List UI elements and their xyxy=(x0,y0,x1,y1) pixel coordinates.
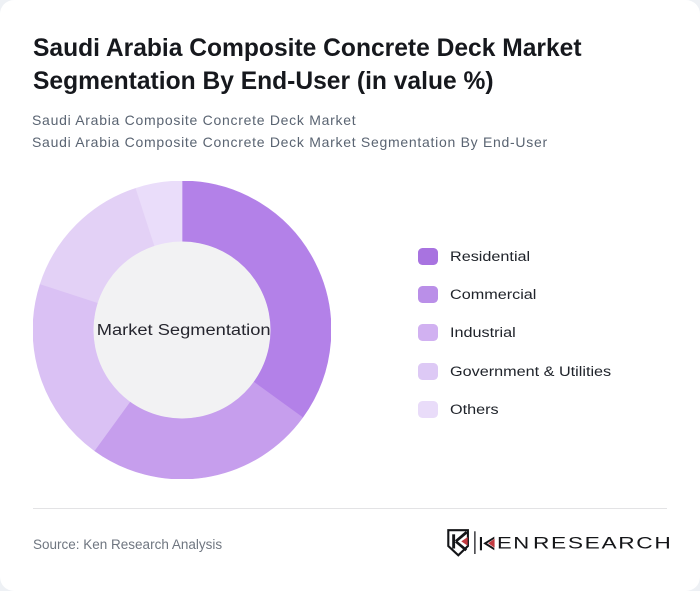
svg-text:RESEARCH: RESEARCH xyxy=(533,534,672,552)
svg-text:EN: EN xyxy=(497,534,531,553)
